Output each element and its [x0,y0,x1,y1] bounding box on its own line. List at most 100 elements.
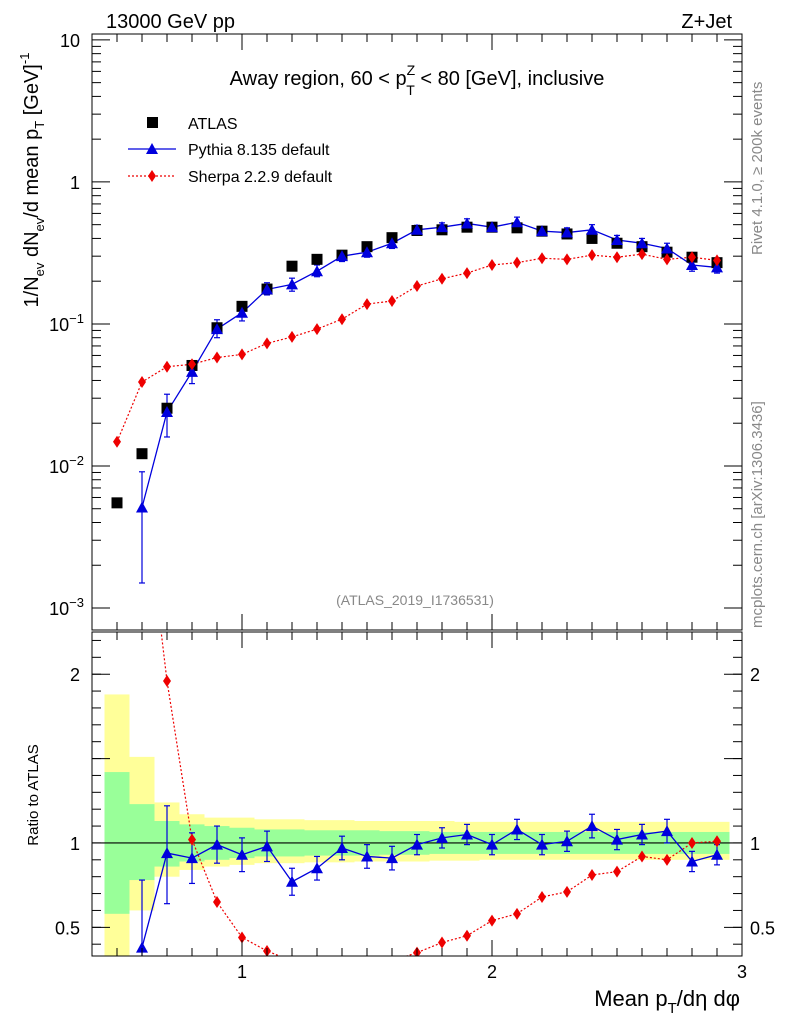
y-tick-label-1e-2: 10−2 [49,453,84,477]
atlas-point [136,448,148,460]
pythia-line [141,221,718,508]
sherpa-point [113,435,121,448]
ratio-pythia-point [486,838,498,850]
ratio-pythia-point [536,838,548,850]
pythia-point [711,261,723,273]
atlas-point [236,300,248,312]
pythia-point [311,265,323,277]
ratio-axis-ticks [92,632,743,956]
plot-title: Away region, 60 < pZ T < 80 [GeV], inclus… [230,62,605,98]
pythia-point [636,237,648,249]
analysis-watermark: (ATLAS_2019_I1736531) [336,592,494,608]
ratio-y-tick-labels-right: 2 1 0.5 [750,665,775,938]
ratio-pythia-point [336,842,348,853]
ratio-band-green [129,804,155,881]
ratio-pythia-point [236,848,248,860]
ratio-pythia-line [141,825,718,948]
ratio-sherpa-point [213,896,221,908]
pythia-point [686,259,698,271]
ratio-sherpa-point [563,885,571,898]
pythia-point [611,233,623,245]
ratio-y-tick-labels-left: 2 1 0.5 [55,665,80,938]
ratio-sherpa-point [663,853,671,866]
pythia-point [411,223,423,235]
sherpa-point [488,259,496,272]
ratio-sherpa-point [366,955,368,956]
ratio-sherpa-point [113,550,121,562]
sherpa-point [238,348,246,361]
x-tick-3: 3 [737,962,747,982]
ratio-panel: Ratio to ATLAS 2 1 0.5 2 1 0.5 1 2 3 Mea… [25,550,775,1017]
ratio-sherpa-point [488,914,496,927]
collision-energy-label: 13000 GeV pp [106,11,235,33]
legend-sherpa-label: Sherpa 2.2.9 default [188,169,333,186]
ratio-pythia-point [686,855,698,867]
ratio-pythia-point [561,835,573,847]
rivet-version-label: Rivet 4.1.0, ≥ 200k events [749,82,766,255]
ratio-y-tick-2: 2 [70,665,80,685]
pythia-point [211,323,223,335]
legend-atlas-marker [147,117,158,128]
sherpa-point [638,248,646,261]
sherpa-point [538,252,546,265]
sherpa-point [263,337,271,350]
ratio-sherpa-point [188,833,196,846]
ratio-sherpa-point [163,674,171,687]
pythia-point [386,237,398,249]
ratio-pythia-point [511,823,523,835]
sherpa-point [563,253,571,266]
ratio-sherpa-point [638,850,646,863]
ratio-sherpa-line [160,632,718,956]
pythia-point [486,221,498,233]
legend: ATLAS Pythia 8.135 default Sherpa 2.2.9 … [128,116,333,186]
atlas-point [311,253,323,265]
ratio-y-tick-1: 1 [70,834,80,854]
ratio-sherpa-point [291,955,293,956]
ratio-pythia-point [186,852,198,864]
ratio-sherpa-point [713,835,721,848]
x-axis-label: Mean pT/dη dφ [594,986,740,1017]
pythia-point [511,216,523,228]
legend-pythia-label: Pythia 8.135 default [188,142,330,159]
pythia-point [336,250,348,262]
sherpa-point [388,295,396,308]
ratio-pythia-point [661,825,673,837]
sherpa-point [513,256,521,269]
mcplots-credit-label: mcplots.cern.ch [arXiv:1306.3436] [749,401,766,628]
pythia-point [261,283,273,295]
ratio-sherpa-point [341,955,343,956]
pythia-point [161,405,173,417]
legend-atlas-label: ATLAS [188,116,238,133]
ratio-frame [91,631,743,957]
ratio-sherpa-point [613,865,621,878]
ratio-pythia-point [311,862,323,874]
atlas-point [286,260,298,272]
ratio-pythia-point [436,831,448,843]
ratio-y-axis-label: Ratio to ATLAS [25,744,42,845]
ratio-sherpa-point [688,836,696,849]
ratio-y-tick-1-right: 1 [750,834,760,854]
pythia-point [586,223,598,235]
y-tick-label-1e-1: 10−1 [49,311,84,335]
atlas-point [586,232,598,244]
pythia-point [286,278,298,290]
ratio-pythia-point [411,838,423,850]
ratio-pythia-point [161,847,173,859]
legend-sherpa-marker [148,170,156,182]
ratio-sherpa-point [513,907,521,920]
ratio-y-tick-2-right: 2 [750,665,760,685]
sherpa-point [338,313,346,326]
pythia-point [561,226,573,238]
main-frame [91,33,743,631]
y-tick-label-1e-3: 10−3 [49,595,84,619]
ratio-y-tick-0.5-right: 0.5 [750,918,775,938]
main-panel: Away region, 60 < pZ T < 80 [GeV], inclus… [17,31,743,631]
ratio-sherpa-point [316,955,318,956]
ratio-pythia-point [461,828,473,840]
ratio-pythia-point [211,838,223,850]
pythia-point [536,225,548,237]
pythia-point [136,501,148,513]
ratio-pythia-point [136,941,148,953]
ratio-sherpa-point [463,929,471,942]
